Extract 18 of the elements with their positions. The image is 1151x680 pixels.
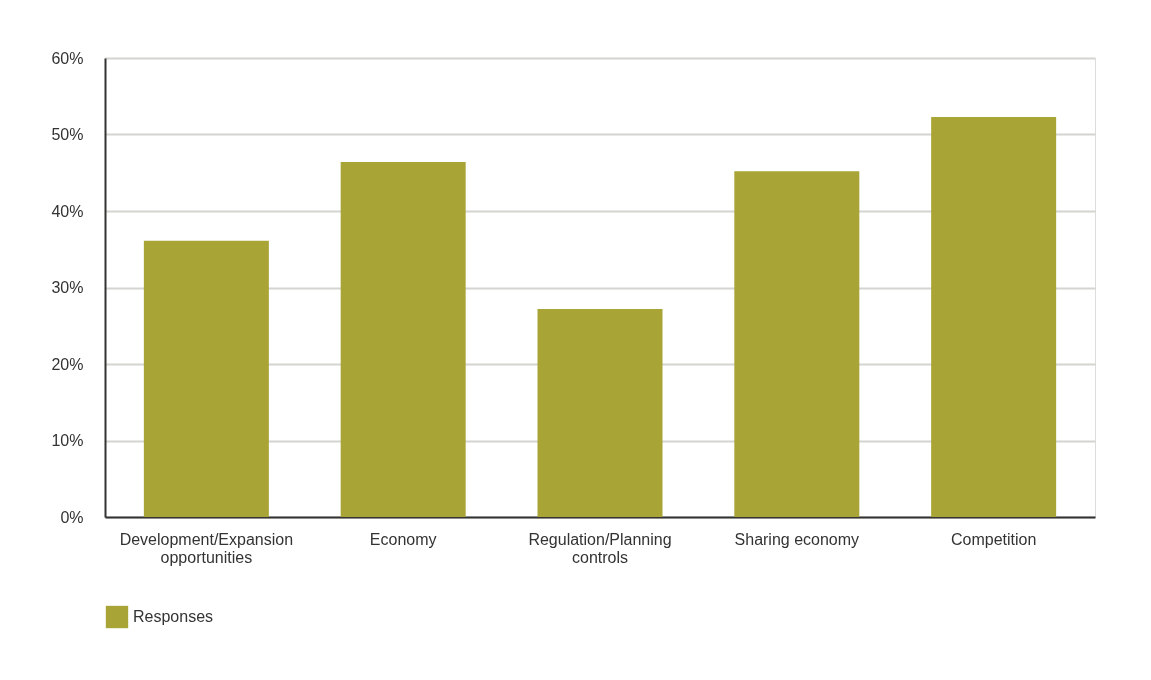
x-tick-label: Economy bbox=[369, 530, 437, 548]
bar bbox=[340, 162, 466, 517]
legend-label: Responses bbox=[133, 608, 214, 625]
y-tick-label: 50% bbox=[51, 126, 84, 143]
bar bbox=[931, 116, 1057, 517]
bar bbox=[143, 240, 269, 517]
y-tick-label: 0% bbox=[60, 508, 84, 526]
y-tick-label: 60% bbox=[51, 49, 84, 67]
y-tick-label: 20% bbox=[51, 355, 84, 373]
y-tick-label: 30% bbox=[51, 279, 84, 296]
x-tick-label: Sharing economy bbox=[734, 530, 860, 548]
y-tick-label: 10% bbox=[51, 432, 84, 449]
bar bbox=[734, 171, 860, 517]
bar bbox=[537, 308, 663, 517]
x-tick-label: Competition bbox=[950, 530, 1037, 548]
x-tick-label: Regulation/Planning controls bbox=[528, 530, 672, 566]
x-tick-label: Development/Expansion opportunities bbox=[119, 530, 294, 566]
y-tick-label: 40% bbox=[51, 202, 84, 220]
